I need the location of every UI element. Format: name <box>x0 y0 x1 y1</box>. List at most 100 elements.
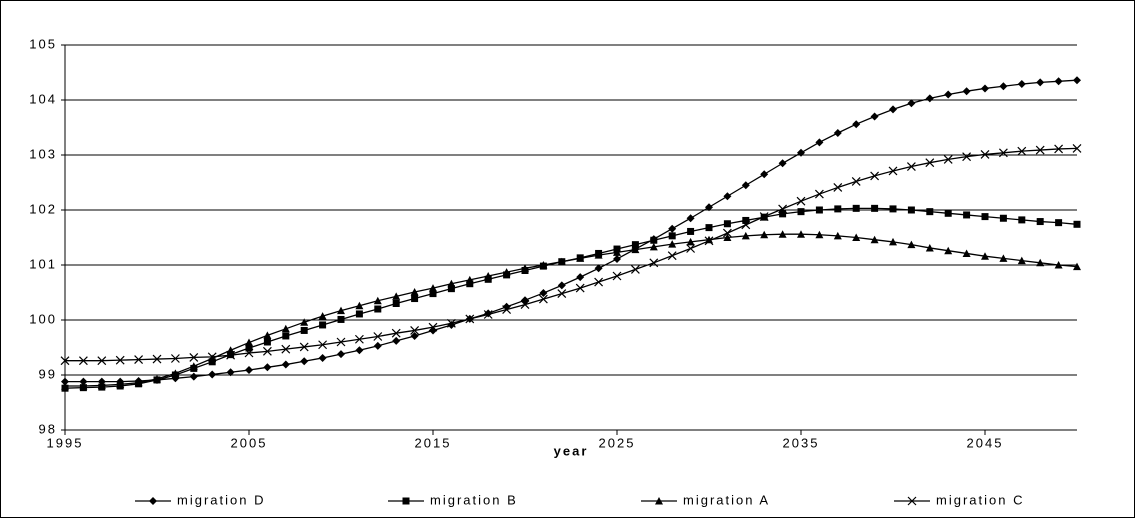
data-point <box>852 120 861 129</box>
y-tick-label: 103 <box>29 146 57 161</box>
data-point <box>723 233 732 241</box>
data-point <box>760 230 769 239</box>
data-point <box>870 112 879 121</box>
data-point <box>354 334 364 344</box>
data-point <box>281 324 290 333</box>
data-point <box>944 246 953 255</box>
data-point <box>852 233 861 241</box>
data-point <box>723 220 731 228</box>
data-point <box>208 354 217 362</box>
data-point <box>189 352 199 362</box>
data-point <box>907 240 916 249</box>
data-point <box>613 254 621 263</box>
data-point <box>391 328 401 338</box>
data-point <box>779 210 787 218</box>
data-point <box>1036 218 1044 226</box>
data-point <box>319 321 327 329</box>
data-point <box>963 211 971 219</box>
data-point <box>833 129 842 137</box>
legend-marker <box>402 497 410 505</box>
data-point <box>153 374 161 383</box>
data-point <box>1072 143 1082 153</box>
data-point <box>61 382 69 390</box>
data-point <box>980 150 990 159</box>
x-tick-label: 1995 <box>47 435 84 450</box>
x-tick-label: 2025 <box>599 435 636 450</box>
data-point <box>612 271 622 281</box>
data-point <box>60 356 70 366</box>
data-point <box>1073 220 1081 228</box>
data-point <box>594 251 603 259</box>
data-point <box>926 208 934 216</box>
data-point <box>557 281 566 290</box>
data-point <box>502 268 511 276</box>
data-point <box>1054 144 1064 154</box>
data-point <box>411 295 419 303</box>
data-point <box>318 353 327 362</box>
data-point <box>263 338 271 346</box>
data-point <box>465 314 475 324</box>
data-point <box>778 204 788 214</box>
x-axis-label: year <box>554 443 589 458</box>
data-point <box>833 183 843 192</box>
data-point <box>392 292 401 300</box>
legend-label: migration D <box>177 492 265 507</box>
data-point <box>815 230 824 239</box>
data-point <box>796 196 806 206</box>
data-point <box>999 82 1008 91</box>
data-point <box>667 251 677 261</box>
data-point <box>998 148 1008 158</box>
data-point <box>723 192 732 201</box>
data-point <box>962 87 971 96</box>
data-point <box>355 301 364 310</box>
data-point <box>907 206 915 214</box>
data-point <box>999 254 1008 262</box>
data-point <box>300 357 309 366</box>
data-point <box>981 213 989 221</box>
data-point <box>575 283 585 293</box>
data-point <box>613 248 621 256</box>
data-point <box>962 249 971 257</box>
data-point <box>870 171 880 181</box>
data-point <box>189 372 198 381</box>
data-point <box>797 230 805 238</box>
data-point <box>446 318 456 328</box>
data-point <box>318 312 327 320</box>
data-point <box>373 296 382 305</box>
data-point <box>852 204 860 212</box>
data-point <box>1054 77 1063 86</box>
data-point <box>245 366 253 375</box>
data-point <box>1073 262 1081 271</box>
data-point <box>650 236 658 244</box>
data-point <box>79 377 88 386</box>
data-point <box>189 362 198 370</box>
data-point <box>722 228 732 238</box>
data-point <box>668 224 677 233</box>
data-point <box>815 138 824 147</box>
data-point <box>981 84 989 93</box>
data-point <box>226 350 236 360</box>
data-point <box>576 273 585 282</box>
data-point <box>686 237 695 246</box>
x-tick-label: 2035 <box>783 435 820 450</box>
data-point <box>299 342 309 352</box>
data-point <box>889 105 897 114</box>
y-tick-label: 100 <box>29 311 57 326</box>
data-point <box>1036 78 1045 87</box>
data-point <box>337 350 345 359</box>
y-tick-label: 101 <box>29 256 57 271</box>
y-tick-label: 102 <box>29 201 57 216</box>
data-point <box>668 240 677 248</box>
data-point <box>888 166 898 176</box>
data-point <box>871 204 879 212</box>
data-point <box>115 355 125 365</box>
data-point <box>226 368 235 377</box>
x-tick-label: 2015 <box>415 435 452 450</box>
data-point <box>152 354 162 364</box>
y-tick-label: 105 <box>29 36 57 51</box>
data-point <box>171 369 180 377</box>
data-point <box>410 326 420 335</box>
x-tick-label: 2005 <box>231 435 268 450</box>
legend-label: migration C <box>936 492 1024 507</box>
data-point <box>889 237 897 246</box>
